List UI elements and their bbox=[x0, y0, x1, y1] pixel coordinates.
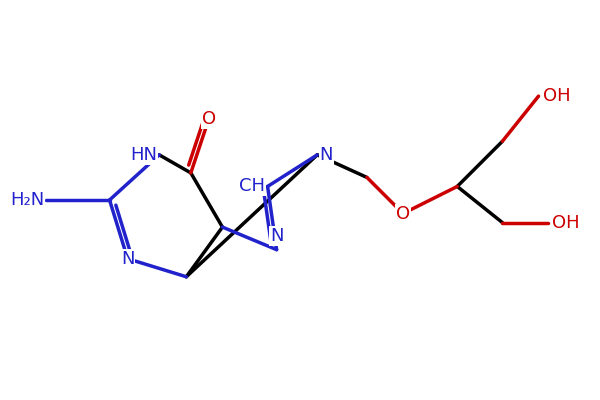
Text: OH: OH bbox=[552, 214, 580, 232]
Text: HN: HN bbox=[130, 146, 157, 164]
Text: H₂N: H₂N bbox=[10, 191, 44, 209]
Text: CH: CH bbox=[239, 178, 265, 196]
Text: O: O bbox=[396, 204, 410, 222]
Text: N: N bbox=[121, 250, 134, 268]
Text: N: N bbox=[320, 146, 333, 164]
Text: OH: OH bbox=[543, 87, 571, 105]
Text: N: N bbox=[270, 227, 283, 245]
Text: O: O bbox=[202, 110, 216, 128]
